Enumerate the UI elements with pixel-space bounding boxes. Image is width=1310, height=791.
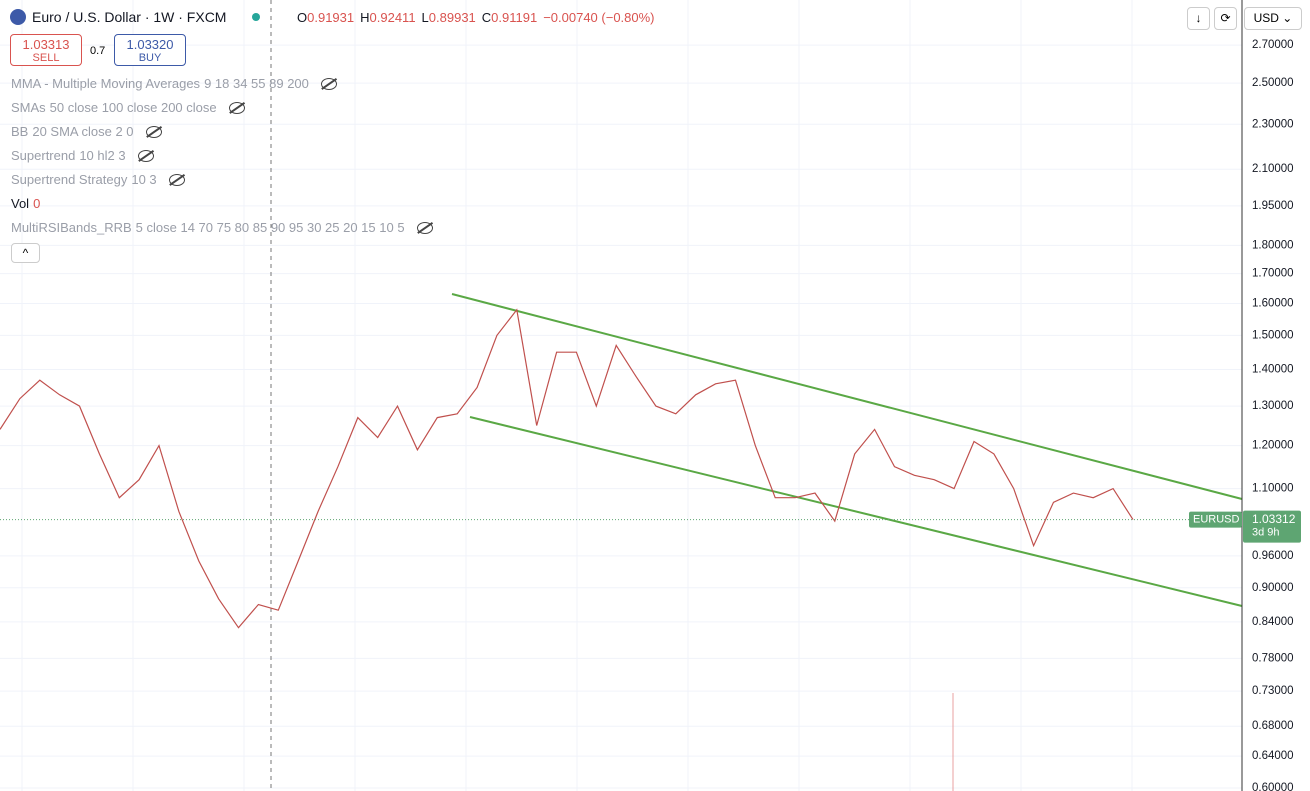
y-tick-label: 1.20000	[1252, 440, 1294, 452]
y-tick-label: 0.78000	[1252, 652, 1294, 664]
y-tick-label: 0.73000	[1252, 685, 1294, 697]
collapse-button[interactable]: ^	[11, 243, 40, 263]
y-tick-label: 0.84000	[1252, 616, 1294, 628]
y-tick-label: 1.95000	[1252, 200, 1294, 212]
indicator-name: MMA - Multiple Moving Averages	[11, 76, 201, 91]
price-label: 1.03312	[1252, 512, 1296, 526]
sell-label: SELL	[32, 52, 60, 64]
y-tick-label: 2.10000	[1252, 163, 1294, 175]
indicator-params: 20 SMA close 2 0	[32, 124, 134, 139]
visibility-icon	[320, 77, 337, 90]
buy-price: 1.03320	[126, 37, 174, 52]
visibility-icon	[168, 173, 185, 186]
y-tick-label: 0.90000	[1252, 582, 1294, 594]
symbol-title[interactable]: Euro / U.S. Dollar · 1W · FXCM	[32, 9, 227, 25]
indicator[interactable]: Supertrend 10 hl2 3	[11, 148, 154, 163]
visibility-icon	[416, 221, 433, 234]
y-tick-label: 1.40000	[1252, 364, 1294, 376]
ohlc-item: H0.92411	[360, 10, 415, 25]
symbol-label-box	[1189, 511, 1242, 528]
indicator-name: MultiRSIBands_RRB	[11, 220, 132, 235]
y-tick-label: 2.50000	[1252, 77, 1294, 89]
refresh-button[interactable]: ⟳	[1214, 7, 1237, 30]
y-tick-label: 1.70000	[1252, 268, 1294, 280]
indicator-params: 0	[33, 196, 41, 211]
ohlc-item: C0.91191	[482, 10, 537, 25]
buy-label: BUY	[138, 52, 162, 64]
price-label-box	[1243, 510, 1301, 543]
price-line	[0, 308, 1134, 629]
indicator-name: SMAs	[11, 100, 46, 115]
indicator[interactable]: SMAs 50 close 100 close 200 close	[11, 100, 245, 115]
indicator-params: 9 18 34 55 89 200	[204, 76, 309, 91]
spread: 0.7	[90, 45, 106, 57]
currency: USD	[1253, 11, 1279, 25]
y-tick-label: 0.60000	[1252, 782, 1294, 791]
sell-button[interactable]: 1.03313 SELL	[10, 34, 82, 66]
indicator-params: 50 close 100 close 200 close	[49, 100, 217, 115]
indicator-name: Vol	[11, 196, 30, 211]
y-tick-label: 0.68000	[1252, 720, 1294, 732]
indicator[interactable]: MMA - Multiple Moving Averages 9 18 34 55…	[11, 76, 337, 91]
symbol-icon	[10, 9, 26, 25]
y-tick-label: 2.30000	[1252, 118, 1294, 130]
symbol-header: Euro / U.S. Dollar · 1W · FXCM	[10, 9, 261, 25]
price-axis[interactable]	[1242, 0, 1310, 791]
y-tick-label: 2.70000	[1252, 39, 1294, 51]
indicator-params: 10 hl2 3	[79, 148, 126, 163]
ohlc-key: H	[360, 10, 370, 25]
y-tick-label: 1.50000	[1252, 329, 1294, 341]
y-tick-label: 0.96000	[1252, 550, 1294, 562]
y-tick-label: 1.60000	[1252, 298, 1294, 310]
change: −0.00740 (−0.80%)	[543, 10, 655, 25]
ohlc: O0.91931 H0.92411 L0.89931 C0.91191 −0.0…	[297, 10, 655, 25]
currency-select[interactable]: USD ⌄	[1244, 7, 1302, 30]
indicator-params: 10 3	[131, 172, 157, 187]
ohlc-value: 0.91191	[491, 10, 538, 25]
ohlc-item: L0.89931	[422, 10, 476, 25]
indicator[interactable]: MultiRSIBands_RRB 5 close 14 70 75 80 85 …	[11, 220, 433, 235]
y-tick-label: 1.10000	[1252, 483, 1294, 495]
y-tick-label: 1.30000	[1252, 400, 1294, 412]
ohlc-key: C	[481, 10, 492, 25]
indicator-name: BB	[11, 124, 29, 139]
ohlc-value: 0.92411	[369, 10, 416, 25]
market-status	[252, 13, 261, 21]
y-tick-label: 1.80000	[1252, 239, 1294, 251]
ohlc-item: O0.91931	[297, 10, 354, 25]
ohlc-key: O	[297, 10, 308, 25]
indicator[interactable]: Supertrend Strategy 10 3	[11, 172, 185, 187]
indicator[interactable]: Vol 0	[11, 196, 40, 211]
y-tick-label: 0.64000	[1252, 750, 1294, 762]
visibility-icon	[228, 101, 245, 114]
countdown: 3d 9h	[1252, 527, 1280, 539]
indicator[interactable]: BB 20 SMA close 2 0	[11, 124, 162, 139]
buy-button[interactable]: 1.03320 BUY	[114, 34, 186, 66]
visibility-icon	[145, 125, 162, 138]
ohlc-value: 0.89931	[428, 10, 476, 25]
ohlc-key: L	[421, 10, 429, 25]
visibility-icon	[137, 149, 154, 162]
ohlc-value: 0.91931	[307, 10, 355, 25]
indicator-params: 5 close 14 70 75 80 85 90 95 30 25 20 15…	[135, 220, 405, 235]
sell-price: 1.03313	[22, 37, 70, 52]
symbol-label: EURUSD	[1193, 514, 1240, 526]
channel-lower[interactable]	[469, 416, 1243, 607]
download-button[interactable]: ↓	[1187, 7, 1210, 30]
indicator-name: Supertrend Strategy	[11, 172, 128, 187]
channel-upper[interactable]	[451, 293, 1243, 500]
indicator-name: Supertrend	[11, 148, 76, 163]
